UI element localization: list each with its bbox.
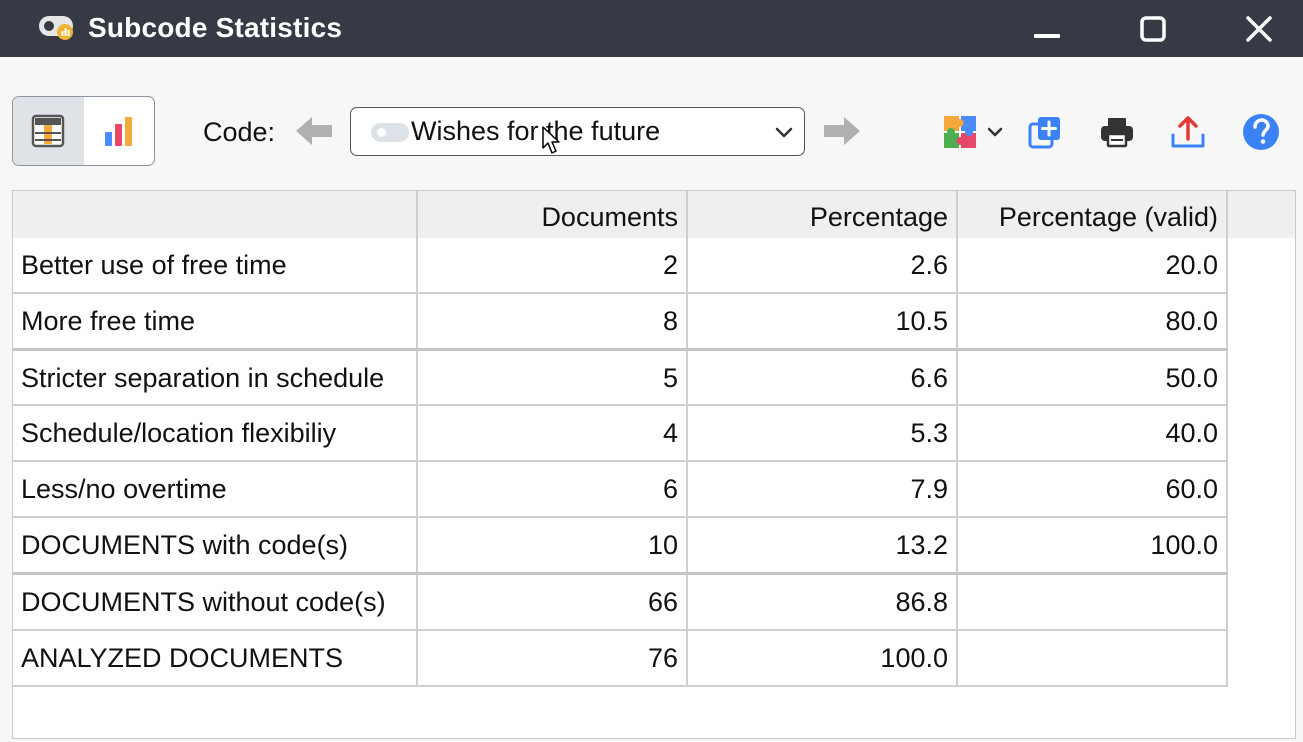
help-icon [1243, 114, 1279, 150]
row-divider [13, 460, 1228, 462]
percentage-valid-cell: 50.0 [958, 351, 1228, 407]
percentage-cell: 7.9 [688, 462, 958, 518]
table-view-button[interactable] [13, 97, 84, 165]
header-cell-label[interactable] [13, 191, 418, 238]
table-row[interactable]: DOCUMENTS without code(s) 66 86.8 [13, 575, 1228, 631]
header-cell-documents[interactable]: Documents [418, 191, 688, 238]
table-row[interactable]: Less/no overtime 6 7.9 60.0 [13, 462, 1228, 518]
table-row[interactable]: Better use of free time 2 2.6 20.0 [13, 238, 1228, 294]
export-button[interactable] [1168, 112, 1208, 152]
percentage-cell: 5.3 [688, 406, 958, 462]
maximize-icon [1140, 15, 1166, 42]
percentage-valid-cell: 100.0 [958, 518, 1228, 574]
window-title: Subcode Statistics [88, 12, 343, 43]
row-divider [13, 516, 1228, 518]
code-dropdown[interactable]: Wishes for the future [350, 107, 805, 156]
percentage-valid-cell: 40.0 [958, 406, 1228, 462]
row-label: Stricter separation in schedule [13, 351, 418, 407]
percentage-cell: 13.2 [688, 518, 958, 574]
table-row[interactable]: Stricter separation in schedule 5 6.6 50… [13, 351, 1228, 407]
help-button[interactable] [1241, 112, 1281, 152]
documents-cell: 6 [418, 462, 688, 518]
row-label: Better use of free time [13, 238, 418, 294]
percentage-valid-cell [958, 575, 1228, 631]
duplicate-button[interactable] [1026, 112, 1064, 152]
percentage-valid-cell [958, 631, 1228, 687]
minimize-button[interactable] [1012, 0, 1082, 57]
minimize-icon [1034, 33, 1060, 38]
percentage-cell: 6.6 [688, 351, 958, 407]
statistics-table: Documents Percentage Percentage (valid) … [12, 190, 1296, 739]
row-label: More free time [13, 294, 418, 350]
table-view-icon [32, 114, 65, 148]
documents-cell: 4 [418, 406, 688, 462]
chart-view-button[interactable] [84, 97, 155, 165]
header-cell-percentage[interactable]: Percentage [688, 191, 958, 238]
close-icon [1246, 15, 1272, 42]
table-header: Documents Percentage Percentage (valid) [13, 191, 1295, 238]
title-bar: Subcode Statistics [0, 0, 1303, 57]
row-divider [13, 292, 1228, 294]
app-icon [39, 16, 73, 40]
print-icon [1101, 118, 1133, 148]
table-row[interactable]: More free time 8 10.5 80.0 [13, 294, 1228, 350]
row-divider [13, 685, 1228, 687]
code-label: Code: [203, 117, 276, 147]
row-label: ANALYZED DOCUMENTS [13, 631, 418, 687]
header-cell-percentage-valid[interactable]: Percentage (valid) [958, 191, 1228, 238]
puzzle-icon [944, 116, 976, 148]
duplicate-icon [1028, 117, 1060, 149]
percentage-cell: 86.8 [688, 575, 958, 631]
previous-code-arrow-icon[interactable] [294, 114, 334, 148]
table-row[interactable]: Schedule/location flexibiliy 4 5.3 40.0 [13, 406, 1228, 462]
table-row[interactable]: DOCUMENTS with code(s) 10 13.2 100.0 [13, 518, 1228, 574]
documents-cell: 66 [418, 575, 688, 631]
chevron-down-icon [987, 127, 1003, 137]
row-label: Less/no overtime [13, 462, 418, 518]
table-row[interactable]: ANALYZED DOCUMENTS 76 100.0 [13, 631, 1228, 687]
code-color-icon [371, 123, 409, 142]
percentage-cell: 2.6 [688, 238, 958, 294]
documents-cell: 2 [418, 238, 688, 294]
next-code-arrow-icon[interactable] [822, 114, 862, 148]
percentage-cell: 10.5 [688, 294, 958, 350]
export-icon [1171, 116, 1205, 148]
row-label: DOCUMENTS with code(s) [13, 518, 418, 574]
row-label: Schedule/location flexibiliy [13, 406, 418, 462]
maximize-button[interactable] [1118, 0, 1188, 57]
documents-cell: 10 [418, 518, 688, 574]
row-divider [13, 348, 1228, 351]
row-divider [13, 404, 1228, 406]
mouse-cursor-icon [542, 126, 560, 154]
bar-chart-icon [104, 117, 132, 146]
chevron-down-icon [775, 127, 793, 138]
percentage-cell: 100.0 [688, 631, 958, 687]
code-options-button[interactable] [938, 112, 1008, 152]
row-label: DOCUMENTS without code(s) [13, 575, 418, 631]
view-toggle [12, 96, 155, 166]
row-divider [13, 572, 1228, 575]
close-button[interactable] [1224, 0, 1294, 57]
documents-cell: 8 [418, 294, 688, 350]
percentage-valid-cell: 60.0 [958, 462, 1228, 518]
percentage-valid-cell: 20.0 [958, 238, 1228, 294]
documents-cell: 5 [418, 351, 688, 407]
percentage-valid-cell: 80.0 [958, 294, 1228, 350]
code-dropdown-value: Wishes for the future [411, 116, 661, 146]
print-button[interactable] [1097, 112, 1137, 152]
row-divider [13, 629, 1228, 631]
documents-cell: 76 [418, 631, 688, 687]
